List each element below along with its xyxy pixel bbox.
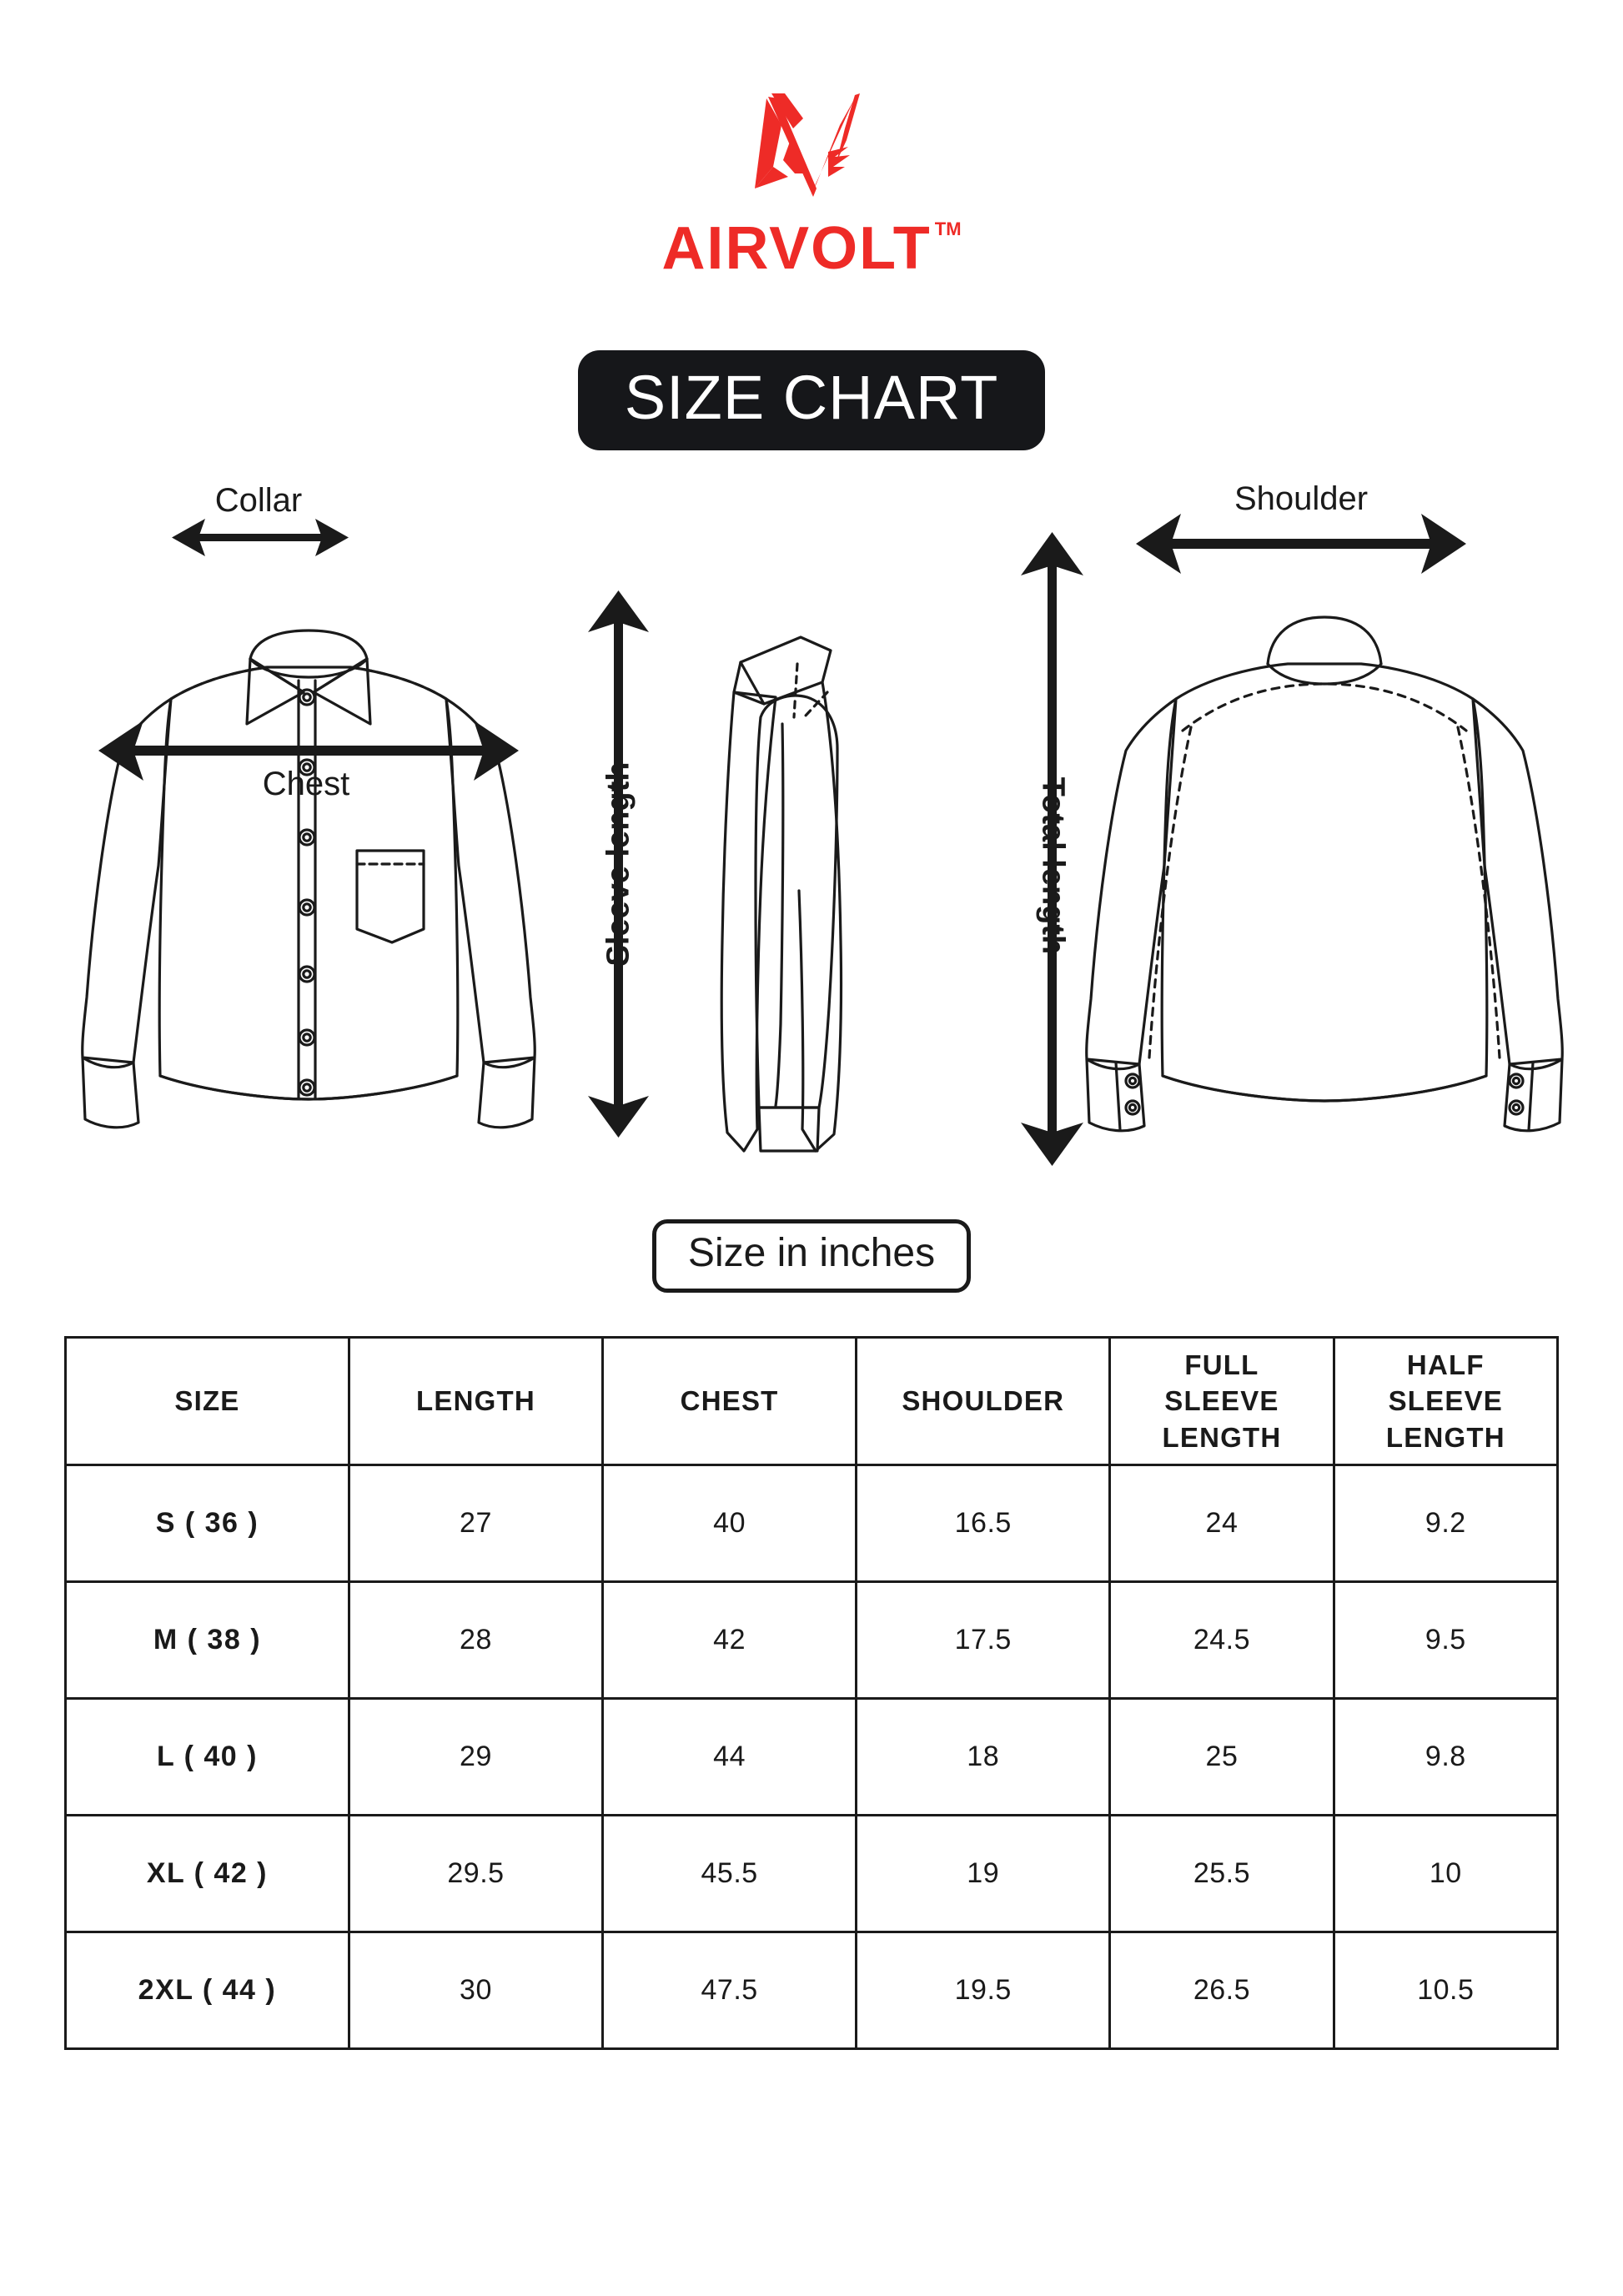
shirt-front-view-icon	[81, 629, 536, 1129]
cell-size: L ( 40 )	[64, 1697, 350, 1816]
column-header-full-sleeve-length: FULL SLEEVE LENGTH	[1108, 1336, 1335, 1466]
cell-length: 28	[347, 1580, 605, 1700]
cell-chest: 44	[601, 1697, 858, 1816]
table-header-row: SIZE LENGTH CHEST SHOULDER FULL SLEEVE L…	[64, 1336, 1560, 1466]
table-row: 2XL ( 44 ) 30 47.5 19.5 26.5 10.5	[64, 1931, 1560, 2050]
cell-half-sleeve: 10.5	[1332, 1931, 1560, 2050]
chest-arrow	[98, 721, 519, 781]
cell-full-sleeve: 26.5	[1108, 1931, 1335, 2050]
column-header-length: LENGTH	[347, 1336, 605, 1466]
brand-name: AIRVOLT	[661, 215, 932, 282]
column-header-size: SIZE	[64, 1336, 350, 1466]
cell-size: XL ( 42 )	[64, 1814, 350, 1933]
page-title-container: SIZE CHART	[0, 350, 1623, 450]
chest-label: Chest	[262, 766, 350, 802]
cell-shoulder: 19.5	[855, 1931, 1112, 2050]
header-line-1: FULL	[1184, 1349, 1259, 1380]
header-line-2: SLEEVE	[1388, 1385, 1504, 1417]
cell-shoulder: 17.5	[855, 1580, 1112, 1700]
cell-half-sleeve: 9.8	[1332, 1697, 1560, 1816]
table-row: XL ( 42 ) 29.5 45.5 19 25.5 10	[64, 1814, 1560, 1933]
total-length-label: Total length	[1035, 776, 1071, 955]
size-in-inches-pill: Size in inches	[651, 1219, 972, 1293]
units-note-container: Size in inches	[0, 1219, 1623, 1293]
cell-shoulder: 18	[855, 1697, 1112, 1816]
size-table: SIZE LENGTH CHEST SHOULDER FULL SLEEVE L…	[64, 1336, 1560, 2050]
table-row: L ( 40 ) 29 44 18 25 9.8	[64, 1697, 1560, 1816]
header-line-3: LENGTH	[1162, 1421, 1282, 1453]
table-row: M ( 38 ) 28 42 17.5 24.5 9.5	[64, 1580, 1560, 1700]
airvolt-wing-n-icon	[730, 90, 893, 200]
cell-full-sleeve: 24	[1108, 1464, 1335, 1583]
cell-shoulder: 16.5	[855, 1464, 1112, 1583]
shoulder-label: Shoulder	[1234, 480, 1369, 517]
total-length-arrow	[1021, 532, 1083, 1166]
sleeve-length-label: Sleeve length	[600, 761, 636, 967]
cell-length: 27	[347, 1464, 605, 1583]
brand-wordmark: AIRVOLT TM	[661, 219, 961, 279]
size-chart-badge: SIZE CHART	[577, 350, 1046, 450]
cell-full-sleeve: 25.5	[1108, 1814, 1335, 1933]
cell-chest: 40	[601, 1464, 858, 1583]
header-line-1: HALF	[1406, 1349, 1485, 1380]
collar-arrow	[172, 519, 349, 556]
cell-length: 29.5	[347, 1814, 605, 1933]
header-line-3: LENGTH	[1385, 1421, 1505, 1453]
cell-chest: 42	[601, 1580, 858, 1700]
column-header-shoulder: SHOULDER	[855, 1336, 1112, 1466]
brand-header: AIRVOLT TM	[0, 0, 1623, 279]
measurement-arrows	[98, 514, 1466, 1166]
cell-size: 2XL ( 44 )	[64, 1931, 350, 2050]
cell-full-sleeve: 25	[1108, 1697, 1335, 1816]
cell-half-sleeve: 9.5	[1332, 1580, 1560, 1700]
size-table-container: SIZE LENGTH CHEST SHOULDER FULL SLEEVE L…	[64, 1336, 1560, 2050]
cell-length: 29	[347, 1697, 605, 1816]
cell-size: S ( 36 )	[64, 1464, 350, 1583]
cell-half-sleeve: 10	[1332, 1814, 1560, 1933]
shoulder-arrow	[1136, 514, 1466, 574]
cell-full-sleeve: 24.5	[1108, 1580, 1335, 1700]
column-header-chest: CHEST	[601, 1336, 858, 1466]
cell-chest: 45.5	[601, 1814, 858, 1933]
cell-half-sleeve: 9.2	[1332, 1464, 1560, 1583]
column-header-half-sleeve-length: HALF SLEEVE LENGTH	[1332, 1336, 1560, 1466]
shirt-back-view-icon	[1085, 615, 1564, 1133]
cell-length: 30	[347, 1931, 605, 2050]
table-row: S ( 36 ) 27 40 16.5 24 9.2	[64, 1464, 1560, 1583]
header-line-2: SLEEVE	[1164, 1385, 1279, 1417]
cell-shoulder: 19	[855, 1814, 1112, 1933]
units-note-label: Size in inches	[687, 1231, 936, 1275]
trademark-symbol: TM	[934, 219, 962, 239]
collar-label: Collar	[214, 482, 303, 519]
cell-chest: 47.5	[601, 1931, 858, 2050]
sleeve-length-arrow	[588, 590, 649, 1138]
shirt-side-view-icon	[720, 636, 843, 1153]
cell-size: M ( 38 )	[64, 1580, 350, 1700]
page-title: SIZE CHART	[624, 363, 999, 432]
shirt-diagrams: Collar Chest Shoulder Sleeve length Tota…	[0, 474, 1623, 1166]
